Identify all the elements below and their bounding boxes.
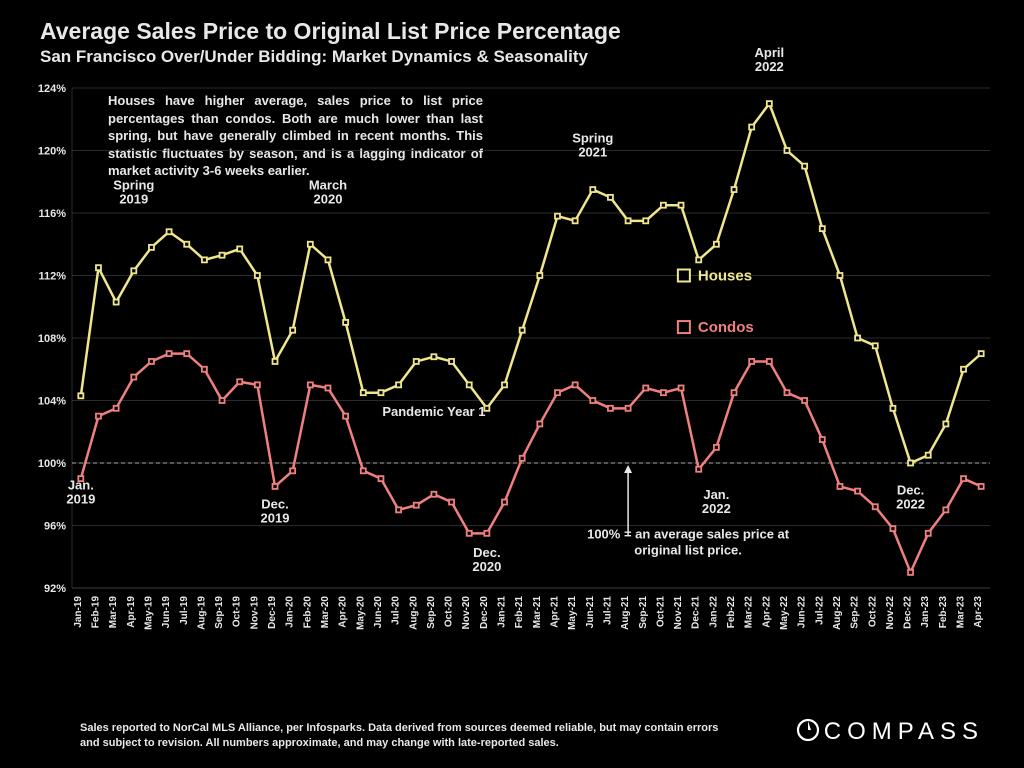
svg-text:Dec.: Dec.: [897, 482, 924, 497]
footer-disclaimer: Sales reported to NorCal MLS Alliance, p…: [80, 721, 720, 750]
svg-text:Feb-19: Feb-19: [90, 596, 101, 629]
svg-text:Mar-22: Mar-22: [744, 596, 755, 629]
svg-text:Oct-19: Oct-19: [232, 596, 243, 628]
svg-text:March: March: [309, 178, 347, 193]
svg-text:Jun-21: Jun-21: [585, 596, 596, 629]
svg-text:Jun-19: Jun-19: [161, 596, 172, 629]
svg-text:Oct-21: Oct-21: [655, 596, 666, 628]
svg-text:Mar-20: Mar-20: [320, 596, 331, 629]
compass-logo: COMPASS: [796, 718, 984, 746]
svg-text:Jan-23: Jan-23: [920, 596, 931, 628]
svg-text:2019: 2019: [261, 510, 290, 525]
chart-title: Average Sales Price to Original List Pri…: [40, 18, 621, 45]
svg-text:Mar-19: Mar-19: [108, 596, 119, 629]
svg-text:Jan.: Jan.: [703, 487, 729, 502]
compass-icon: [796, 718, 820, 742]
svg-text:Dec.: Dec.: [473, 545, 500, 560]
svg-text:124%: 124%: [38, 83, 66, 95]
svg-text:April: April: [755, 45, 785, 60]
svg-text:112%: 112%: [38, 271, 66, 283]
svg-text:Spring: Spring: [572, 131, 613, 146]
svg-text:Feb-21: Feb-21: [514, 596, 525, 629]
svg-text:100% = an average sales price: 100% = an average sales price at: [587, 526, 790, 541]
svg-text:Oct-20: Oct-20: [444, 596, 455, 628]
svg-text:Dec-20: Dec-20: [479, 596, 490, 629]
svg-text:May-20: May-20: [355, 596, 366, 630]
svg-text:Feb-23: Feb-23: [938, 596, 949, 629]
svg-text:Dec-19: Dec-19: [267, 596, 278, 629]
svg-text:Jan-22: Jan-22: [708, 596, 719, 628]
chart-subtitle: San Francisco Over/Under Bidding: Market…: [40, 47, 621, 67]
chart-svg: 92%96%100%104%108%112%116%120%124%Jan-19…: [72, 88, 990, 648]
svg-text:2020: 2020: [314, 192, 343, 207]
svg-text:Feb-22: Feb-22: [726, 596, 737, 629]
svg-text:original list price.: original list price.: [634, 542, 742, 557]
svg-text:May-19: May-19: [143, 596, 154, 630]
svg-text:Apr-22: Apr-22: [761, 596, 772, 628]
svg-text:Jan-21: Jan-21: [497, 596, 508, 628]
svg-text:Jul-21: Jul-21: [602, 596, 613, 625]
svg-text:Nov-22: Nov-22: [885, 596, 896, 630]
svg-text:Houses: Houses: [698, 268, 752, 285]
svg-text:104%: 104%: [38, 396, 66, 408]
svg-text:Feb-20: Feb-20: [302, 596, 313, 629]
svg-text:100%: 100%: [38, 458, 66, 470]
svg-text:Jul-22: Jul-22: [814, 596, 825, 625]
svg-text:Aug-21: Aug-21: [620, 596, 631, 630]
svg-text:Jan.: Jan.: [68, 478, 94, 493]
svg-text:2020: 2020: [472, 559, 501, 574]
svg-text:Dec.: Dec.: [261, 496, 288, 511]
svg-text:92%: 92%: [44, 583, 66, 595]
svg-text:May-21: May-21: [567, 596, 578, 630]
svg-text:Aug-22: Aug-22: [832, 596, 843, 630]
svg-text:108%: 108%: [38, 333, 66, 345]
svg-text:Pandemic Year 1: Pandemic Year 1: [382, 404, 485, 419]
svg-text:Apr-19: Apr-19: [126, 596, 137, 628]
svg-text:Dec-21: Dec-21: [691, 596, 702, 629]
svg-text:Spring: Spring: [113, 178, 154, 193]
svg-text:Aug-19: Aug-19: [196, 596, 207, 630]
svg-text:2019: 2019: [66, 492, 95, 507]
svg-text:116%: 116%: [38, 208, 66, 220]
svg-text:Jan-19: Jan-19: [73, 596, 84, 628]
svg-text:2019: 2019: [119, 192, 148, 207]
svg-text:Nov-19: Nov-19: [249, 596, 260, 630]
svg-text:2021: 2021: [578, 145, 607, 160]
svg-text:2022: 2022: [896, 496, 925, 511]
svg-text:Sep-21: Sep-21: [638, 596, 649, 629]
svg-text:Sep-19: Sep-19: [214, 596, 225, 629]
svg-text:Apr-23: Apr-23: [973, 596, 984, 628]
svg-text:Sep-20: Sep-20: [426, 596, 437, 629]
svg-text:Apr-20: Apr-20: [338, 596, 349, 628]
svg-text:2022: 2022: [755, 59, 784, 74]
svg-text:96%: 96%: [44, 521, 66, 533]
svg-text:Jul-19: Jul-19: [179, 596, 190, 625]
svg-text:May-22: May-22: [779, 596, 790, 630]
svg-text:Jul-20: Jul-20: [391, 596, 402, 625]
svg-text:Oct-22: Oct-22: [867, 596, 878, 628]
svg-text:Mar-21: Mar-21: [532, 596, 543, 629]
svg-text:Nov-21: Nov-21: [673, 596, 684, 630]
svg-text:Apr-21: Apr-21: [549, 596, 560, 628]
svg-text:Sep-22: Sep-22: [850, 596, 861, 629]
svg-text:Nov-20: Nov-20: [461, 596, 472, 630]
svg-text:2022: 2022: [702, 501, 731, 516]
svg-text:Dec-22: Dec-22: [903, 596, 914, 629]
svg-text:Jun-22: Jun-22: [797, 596, 808, 629]
line-chart: 92%96%100%104%108%112%116%120%124%Jan-19…: [72, 88, 990, 648]
svg-text:120%: 120%: [38, 146, 66, 158]
svg-text:Condos: Condos: [698, 319, 754, 336]
svg-text:Mar-23: Mar-23: [956, 596, 967, 629]
svg-text:Jun-20: Jun-20: [373, 596, 384, 629]
logo-text: COMPASS: [824, 718, 984, 745]
svg-text:Aug-20: Aug-20: [408, 596, 419, 630]
svg-text:Jan-20: Jan-20: [285, 596, 296, 628]
